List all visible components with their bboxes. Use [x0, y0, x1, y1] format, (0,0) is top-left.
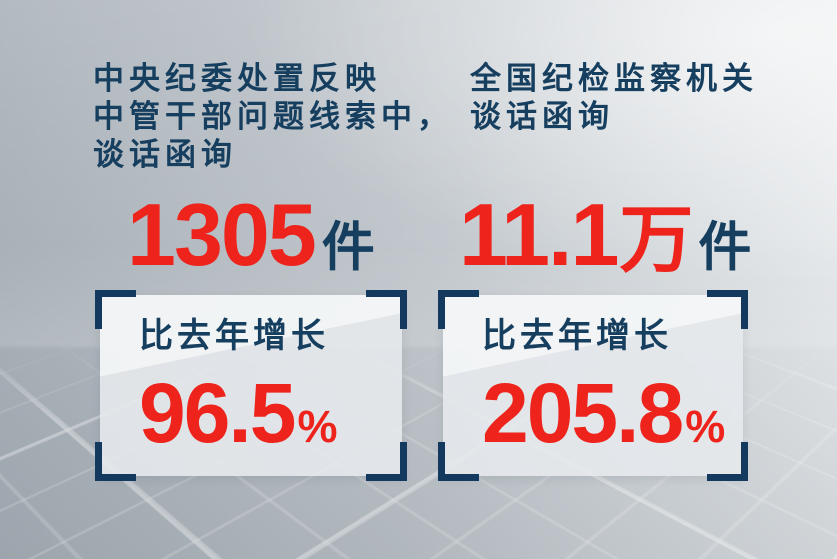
stat-title-left: 中央纪委处置反映 中管干部问题线索中， 谈话函询: [93, 60, 453, 174]
panel-background: [100, 295, 402, 476]
title-line: 谈话函询: [93, 137, 237, 172]
growth-value-left: 96.5 %: [139, 371, 338, 455]
growth-label: 比去年增长: [482, 317, 672, 355]
stat-value-number: 1305: [127, 185, 317, 284]
stat-value-magnitude: 万: [619, 198, 694, 281]
bracket-corner-top-right: [707, 290, 748, 329]
title-line: 中央纪委处置反映: [93, 61, 381, 96]
growth-value-number: 96.5: [139, 366, 296, 460]
panel-background: [443, 295, 743, 476]
title-line: 谈话函询: [470, 99, 614, 134]
title-line: 全国纪检监察机关: [470, 61, 758, 96]
growth-value-right: 205.8 %: [482, 371, 725, 455]
percent-sign: %: [685, 401, 726, 452]
stat-value-number: 11.1: [459, 185, 619, 284]
bracket-corner-top-right: [366, 290, 407, 329]
growth-value-number: 205.8: [482, 366, 684, 460]
growth-panel-left: 比去年增长 96.5 %: [95, 290, 407, 481]
bracket-corner-top-left: [95, 290, 136, 329]
growth-label: 比去年增长: [139, 317, 329, 355]
bracket-corner-bottom-left: [95, 442, 136, 481]
stat-value-unit: 件: [321, 218, 375, 277]
title-line: 中管干部问题线索中，: [93, 99, 453, 134]
stat-value-right: 11.1 万 件: [459, 191, 751, 279]
growth-panel-right: 比去年增长 205.8 %: [438, 290, 748, 481]
bracket-corner-top-left: [438, 290, 479, 329]
bracket-corner-bottom-right: [366, 442, 407, 481]
stat-value-unit: 件: [698, 218, 752, 277]
bracket-corner-bottom-right: [707, 442, 748, 481]
bracket-corner-bottom-left: [438, 442, 479, 481]
percent-sign: %: [297, 401, 338, 452]
stat-title-right: 全国纪检监察机关 谈话函询: [470, 60, 758, 136]
stat-value-left: 1305 件: [127, 191, 375, 279]
